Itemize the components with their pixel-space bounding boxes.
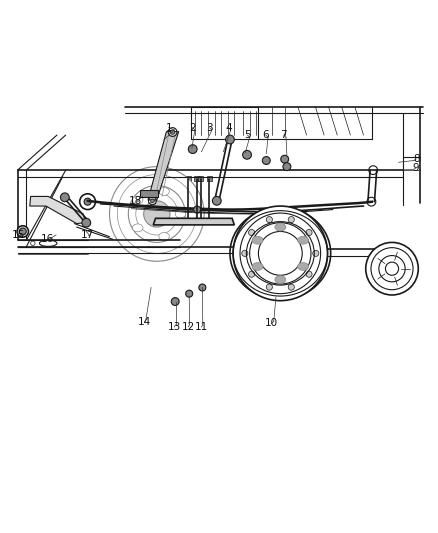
Circle shape: [186, 290, 193, 297]
Circle shape: [306, 229, 312, 236]
Circle shape: [170, 130, 175, 134]
Circle shape: [366, 243, 418, 295]
Ellipse shape: [252, 236, 263, 244]
Circle shape: [248, 229, 254, 236]
Polygon shape: [30, 197, 85, 223]
Circle shape: [283, 163, 291, 171]
Circle shape: [306, 271, 312, 277]
Text: 18: 18: [129, 196, 142, 206]
Text: 11: 11: [195, 322, 208, 332]
Ellipse shape: [297, 236, 308, 244]
Circle shape: [151, 199, 154, 203]
Ellipse shape: [175, 210, 186, 218]
Ellipse shape: [159, 232, 170, 240]
Circle shape: [60, 193, 69, 201]
Text: 8: 8: [413, 154, 420, 164]
Circle shape: [226, 135, 234, 144]
Text: 17: 17: [81, 230, 94, 240]
FancyBboxPatch shape: [207, 176, 212, 181]
Circle shape: [243, 150, 251, 159]
Circle shape: [212, 197, 221, 205]
Ellipse shape: [252, 263, 263, 270]
Circle shape: [82, 219, 91, 227]
Circle shape: [313, 251, 319, 256]
Circle shape: [194, 206, 201, 213]
Text: 5: 5: [244, 130, 251, 140]
Circle shape: [288, 216, 294, 223]
Polygon shape: [140, 190, 158, 197]
Text: 12: 12: [182, 322, 195, 332]
Circle shape: [110, 167, 204, 261]
Ellipse shape: [132, 196, 143, 204]
Text: 13: 13: [168, 322, 181, 332]
Text: 7: 7: [280, 130, 287, 140]
Text: 6: 6: [262, 130, 269, 140]
FancyBboxPatch shape: [186, 176, 191, 181]
Ellipse shape: [275, 276, 286, 284]
Text: 15: 15: [12, 230, 25, 240]
Circle shape: [171, 297, 179, 305]
Circle shape: [144, 201, 170, 227]
FancyBboxPatch shape: [198, 176, 203, 181]
Text: 3: 3: [206, 123, 213, 133]
Circle shape: [233, 206, 328, 301]
Ellipse shape: [275, 223, 286, 231]
Circle shape: [17, 226, 28, 237]
Text: 16: 16: [41, 235, 54, 244]
Circle shape: [84, 198, 91, 205]
Ellipse shape: [230, 207, 331, 300]
Circle shape: [248, 271, 254, 277]
Text: 2: 2: [189, 123, 196, 133]
Circle shape: [188, 145, 197, 154]
Ellipse shape: [159, 188, 170, 196]
Text: 10: 10: [265, 318, 278, 328]
Circle shape: [288, 284, 294, 290]
Circle shape: [262, 157, 270, 165]
Circle shape: [242, 251, 248, 256]
Circle shape: [19, 228, 26, 235]
Ellipse shape: [297, 263, 308, 270]
Polygon shape: [148, 132, 179, 200]
Circle shape: [199, 284, 206, 291]
Text: 1: 1: [165, 123, 172, 133]
Ellipse shape: [132, 224, 143, 232]
Text: 4: 4: [225, 123, 232, 133]
Polygon shape: [153, 219, 234, 225]
Circle shape: [281, 155, 289, 163]
Circle shape: [266, 216, 272, 223]
Text: 9: 9: [413, 163, 420, 173]
Text: 14: 14: [138, 317, 151, 327]
FancyBboxPatch shape: [194, 176, 200, 181]
Circle shape: [266, 284, 272, 290]
